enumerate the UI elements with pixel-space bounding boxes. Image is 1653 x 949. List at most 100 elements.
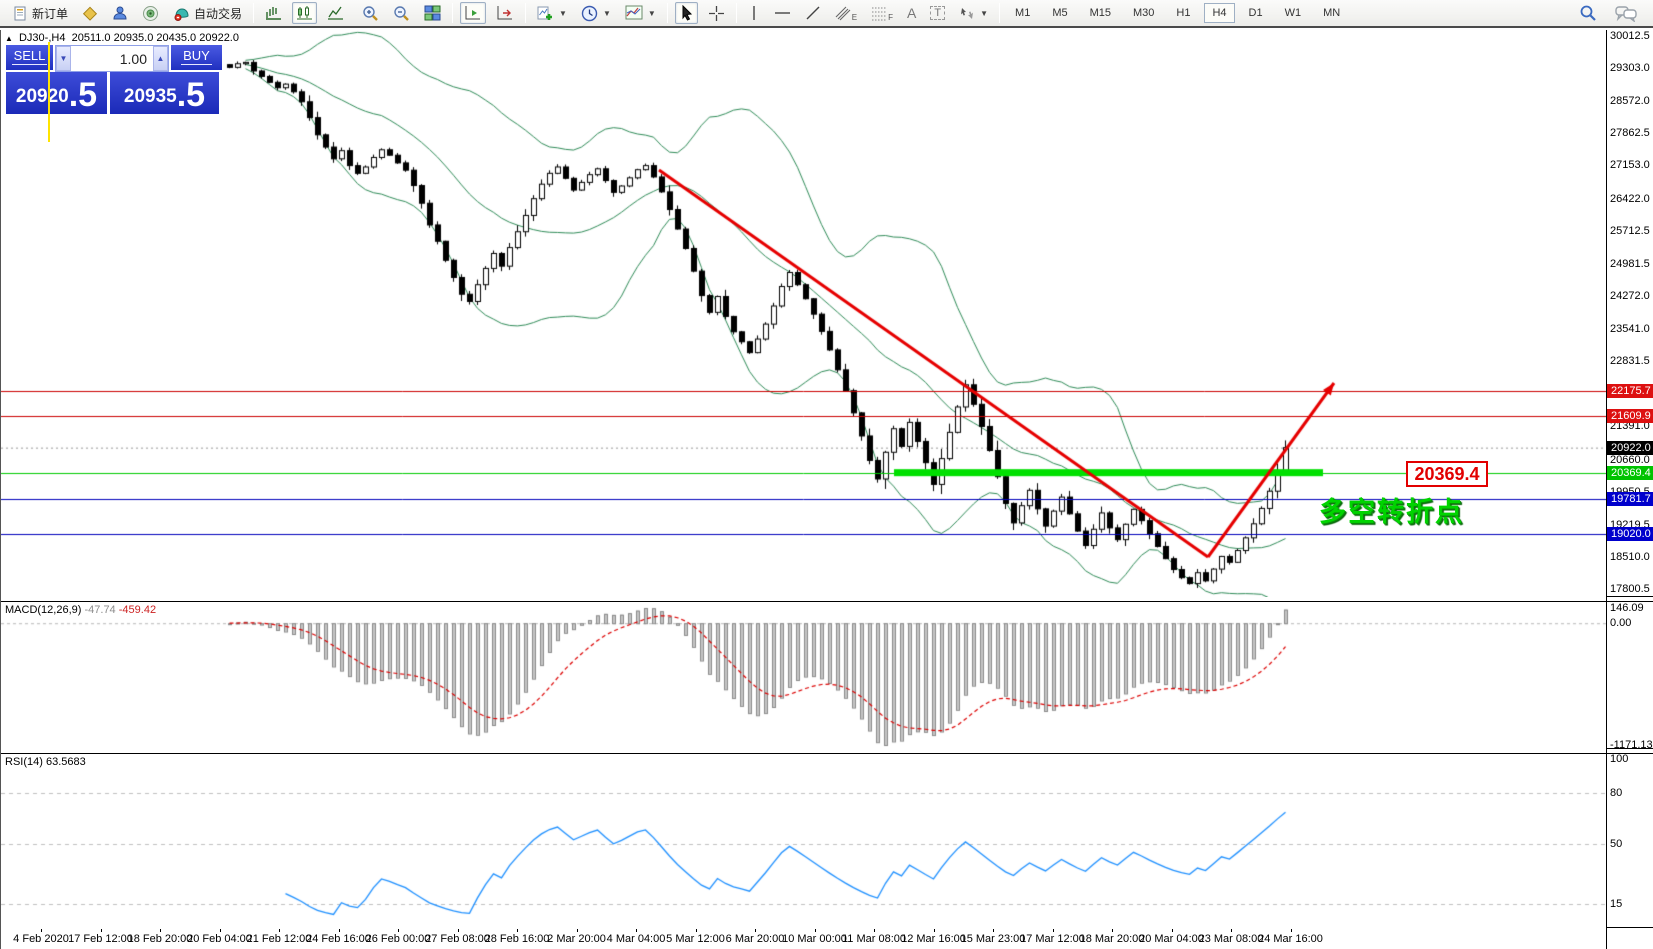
periods-button[interactable]: ▼	[577, 2, 615, 25]
timeframe-M15[interactable]: M15	[1089, 7, 1111, 19]
time-axis[interactable]: 4 Feb 2020 17 Feb 12:00 18 Feb 20:00 20 Feb…	[1, 929, 1653, 949]
price-axis-label: 27153.0	[1610, 159, 1650, 171]
channel-tool-button[interactable]: E	[831, 2, 861, 25]
macd-canvas[interactable]	[1, 602, 1606, 750]
vline-tool-button[interactable]	[744, 2, 764, 24]
zoom-in-button[interactable]	[358, 2, 383, 25]
time-tick	[993, 929, 994, 932]
volume-up-button[interactable]: ▲	[153, 46, 168, 71]
price-tag: 22175.7	[1607, 384, 1653, 398]
price-axis-label: 24272.0	[1610, 290, 1650, 302]
price-axis-label: 30012.5	[1610, 30, 1650, 42]
autotrading-button[interactable]: 自动交易	[169, 2, 246, 25]
vertical-cursor-line	[48, 42, 50, 142]
navigator-button[interactable]	[108, 2, 132, 24]
equidistant-channel-icon	[835, 6, 851, 21]
timeframe-M5[interactable]: M5	[1052, 7, 1068, 19]
zoom-out-button[interactable]	[389, 2, 414, 25]
price-annotation-box[interactable]: 20369.4	[1406, 461, 1488, 487]
market-watch-icon	[82, 6, 98, 21]
rsi-canvas[interactable]	[1, 754, 1606, 929]
timeframe-W1[interactable]: W1	[1284, 7, 1302, 19]
trendline-tool-button[interactable]	[801, 2, 825, 24]
rsi-label-row: RSI(14) 63.5683	[5, 756, 86, 768]
toolbar: 新订单 自动交易	[0, 0, 1653, 28]
line-chart-icon	[328, 6, 344, 20]
candle-chart-button[interactable]	[292, 2, 318, 24]
price-axis-label: 25712.5	[1610, 225, 1650, 237]
arrows-icon	[961, 7, 974, 19]
price-tag: 20922.0	[1607, 441, 1653, 455]
time-axis-label: 10 Mar 00:00	[782, 933, 847, 945]
text-tool-button[interactable]: A	[903, 2, 920, 24]
indicators-dropdown-arrow[interactable]: ▼	[559, 8, 567, 18]
chart-title: ▲ DJ30-,H4 20511.0 20935.0 20435.0 20922…	[5, 32, 239, 44]
arrows-dropdown-arrow[interactable]: ▼	[980, 8, 989, 18]
cursor-tool-button[interactable]	[674, 2, 698, 24]
fibo-tool-button[interactable]: F	[867, 2, 897, 25]
time-tick	[1171, 929, 1173, 932]
sell-price[interactable]: 20920 .5	[6, 72, 110, 114]
line-chart-button[interactable]	[323, 2, 348, 24]
auto-scroll-icon	[465, 6, 481, 20]
collapse-panel-icon[interactable]: ▲	[5, 34, 13, 43]
volume-down-button[interactable]: ▼	[56, 46, 71, 71]
templates-button[interactable]: ▼	[621, 2, 660, 24]
templates-dropdown-arrow[interactable]: ▼	[647, 8, 656, 18]
market-watch-button[interactable]	[78, 2, 102, 24]
auto-scroll-button[interactable]	[460, 2, 487, 24]
label-tool-button[interactable]: T	[926, 3, 949, 23]
search-button[interactable]	[1575, 1, 1601, 25]
hline-tool-button[interactable]	[770, 4, 795, 22]
chat-button[interactable]	[1611, 1, 1641, 25]
rsi-axis-label: 80	[1610, 787, 1623, 799]
buy-price[interactable]: 20935 .5	[110, 72, 219, 114]
arrows-tool-button[interactable]: ▼	[955, 3, 992, 24]
bar-chart-button[interactable]	[261, 2, 286, 24]
time-axis-label: 11 Mar 08:00	[841, 933, 907, 945]
timeframe-MN[interactable]: MN	[1323, 7, 1341, 19]
time-tick	[279, 929, 280, 932]
time-axis-label: 28 Feb 16:00	[484, 933, 550, 945]
volume-input[interactable]	[71, 46, 153, 71]
time-axis-label: 6 Mar 20:00	[725, 933, 785, 945]
clock-icon	[581, 5, 598, 21]
price-axis-label: 18510.0	[1610, 551, 1650, 563]
main-chart-canvas[interactable]	[1, 30, 1606, 597]
time-tick	[338, 929, 340, 932]
template-icon	[625, 5, 643, 20]
terminal-button[interactable]	[138, 2, 163, 25]
vertical-line-icon	[753, 6, 755, 20]
macd-axis-label: 146.09	[1610, 602, 1644, 614]
new-order-button[interactable]: 新订单	[9, 2, 72, 25]
time-tick	[874, 929, 875, 932]
time-axis-label: 23 Mar 08:00	[1198, 933, 1264, 945]
new-order-label: 新订单	[32, 6, 69, 21]
price-tag: 20369.4	[1607, 466, 1653, 480]
time-tick	[517, 929, 518, 932]
buy-button[interactable]: BUY	[169, 45, 222, 72]
chinese-annotation-text[interactable]: 多空转折点	[1319, 497, 1464, 527]
timeframe-D1[interactable]: D1	[1248, 7, 1263, 19]
indicators-button[interactable]: ▼	[533, 2, 571, 24]
crosshair-tool-button[interactable]	[704, 2, 729, 25]
time-tick	[398, 929, 399, 932]
chart-shift-button[interactable]	[492, 2, 518, 24]
time-axis-label: 18 Mar 20:00	[1079, 933, 1145, 945]
timeframe-H4[interactable]: H4	[1204, 3, 1235, 23]
chart-ohlc: 20511.0 20935.0 20435.0 20922.0	[71, 32, 239, 44]
time-tick	[160, 929, 161, 932]
time-axis-label: 5 Mar 12:00	[666, 933, 725, 945]
indicators-add-icon	[537, 6, 553, 20]
autotrading-icon	[174, 7, 189, 21]
timeframe-M1[interactable]: M1	[1015, 7, 1031, 19]
sell-button[interactable]: SELL	[6, 45, 55, 72]
tile-windows-button[interactable]	[420, 2, 445, 24]
time-axis-label: 15 Mar 23:00	[960, 933, 1026, 945]
zoom-out-icon	[394, 5, 409, 21]
timeframe-M30[interactable]: M30	[1133, 7, 1155, 19]
periods-dropdown-arrow[interactable]: ▼	[602, 8, 611, 18]
volume-stepper: ▼ ▲	[55, 45, 169, 72]
time-tick	[457, 929, 459, 932]
timeframe-H1[interactable]: H1	[1176, 7, 1191, 19]
